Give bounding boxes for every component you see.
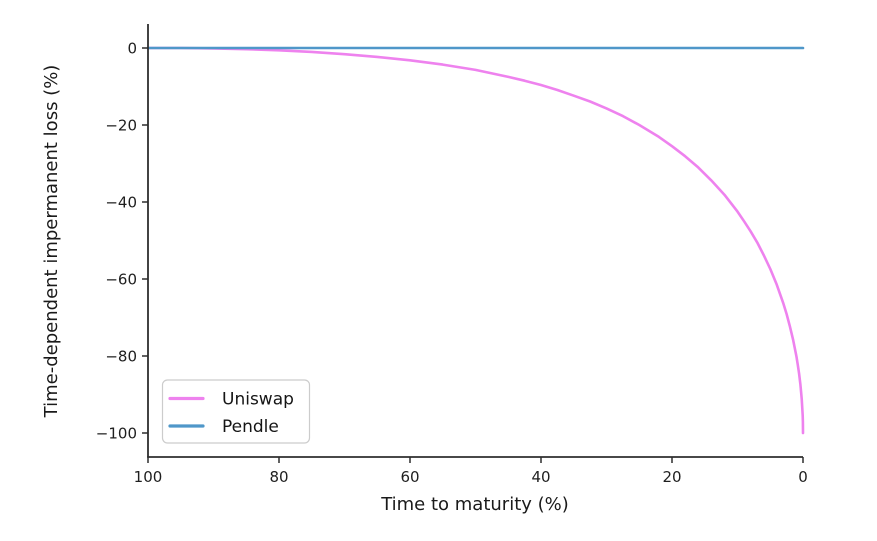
legend-label-uniswap: Uniswap	[222, 390, 294, 410]
series-line-uniswap	[146, 46, 805, 435]
legend-label-pendle: Pendle	[222, 417, 279, 437]
y-tick-label: −60	[105, 270, 137, 288]
x-axis-title: Time to maturity (%)	[380, 494, 569, 515]
y-tick-label: −80	[105, 347, 137, 365]
y-tick-label: −40	[105, 193, 137, 211]
legend: Uniswap Pendle	[161, 379, 311, 444]
x-tick-label: 40	[531, 468, 550, 486]
x-tick-label: 60	[400, 468, 419, 486]
legend-entries: Uniswap Pendle	[168, 390, 294, 437]
x-tick-label: 20	[662, 468, 681, 486]
x-axis-ticks: 100 80 60 40 20 0	[134, 457, 808, 486]
y-axis-ticks: 0 −20 −40 −60 −80 −100	[96, 39, 148, 442]
x-tick-label: 100	[134, 468, 163, 486]
x-tick-label: 0	[798, 468, 808, 486]
series-layer	[146, 46, 805, 435]
y-axis-title: Time-dependent impermanent loss (%)	[41, 65, 62, 419]
y-tick-label: 0	[127, 39, 137, 57]
y-tick-label: −100	[96, 424, 137, 442]
x-tick-label: 80	[269, 468, 288, 486]
y-tick-label: −20	[105, 116, 137, 134]
